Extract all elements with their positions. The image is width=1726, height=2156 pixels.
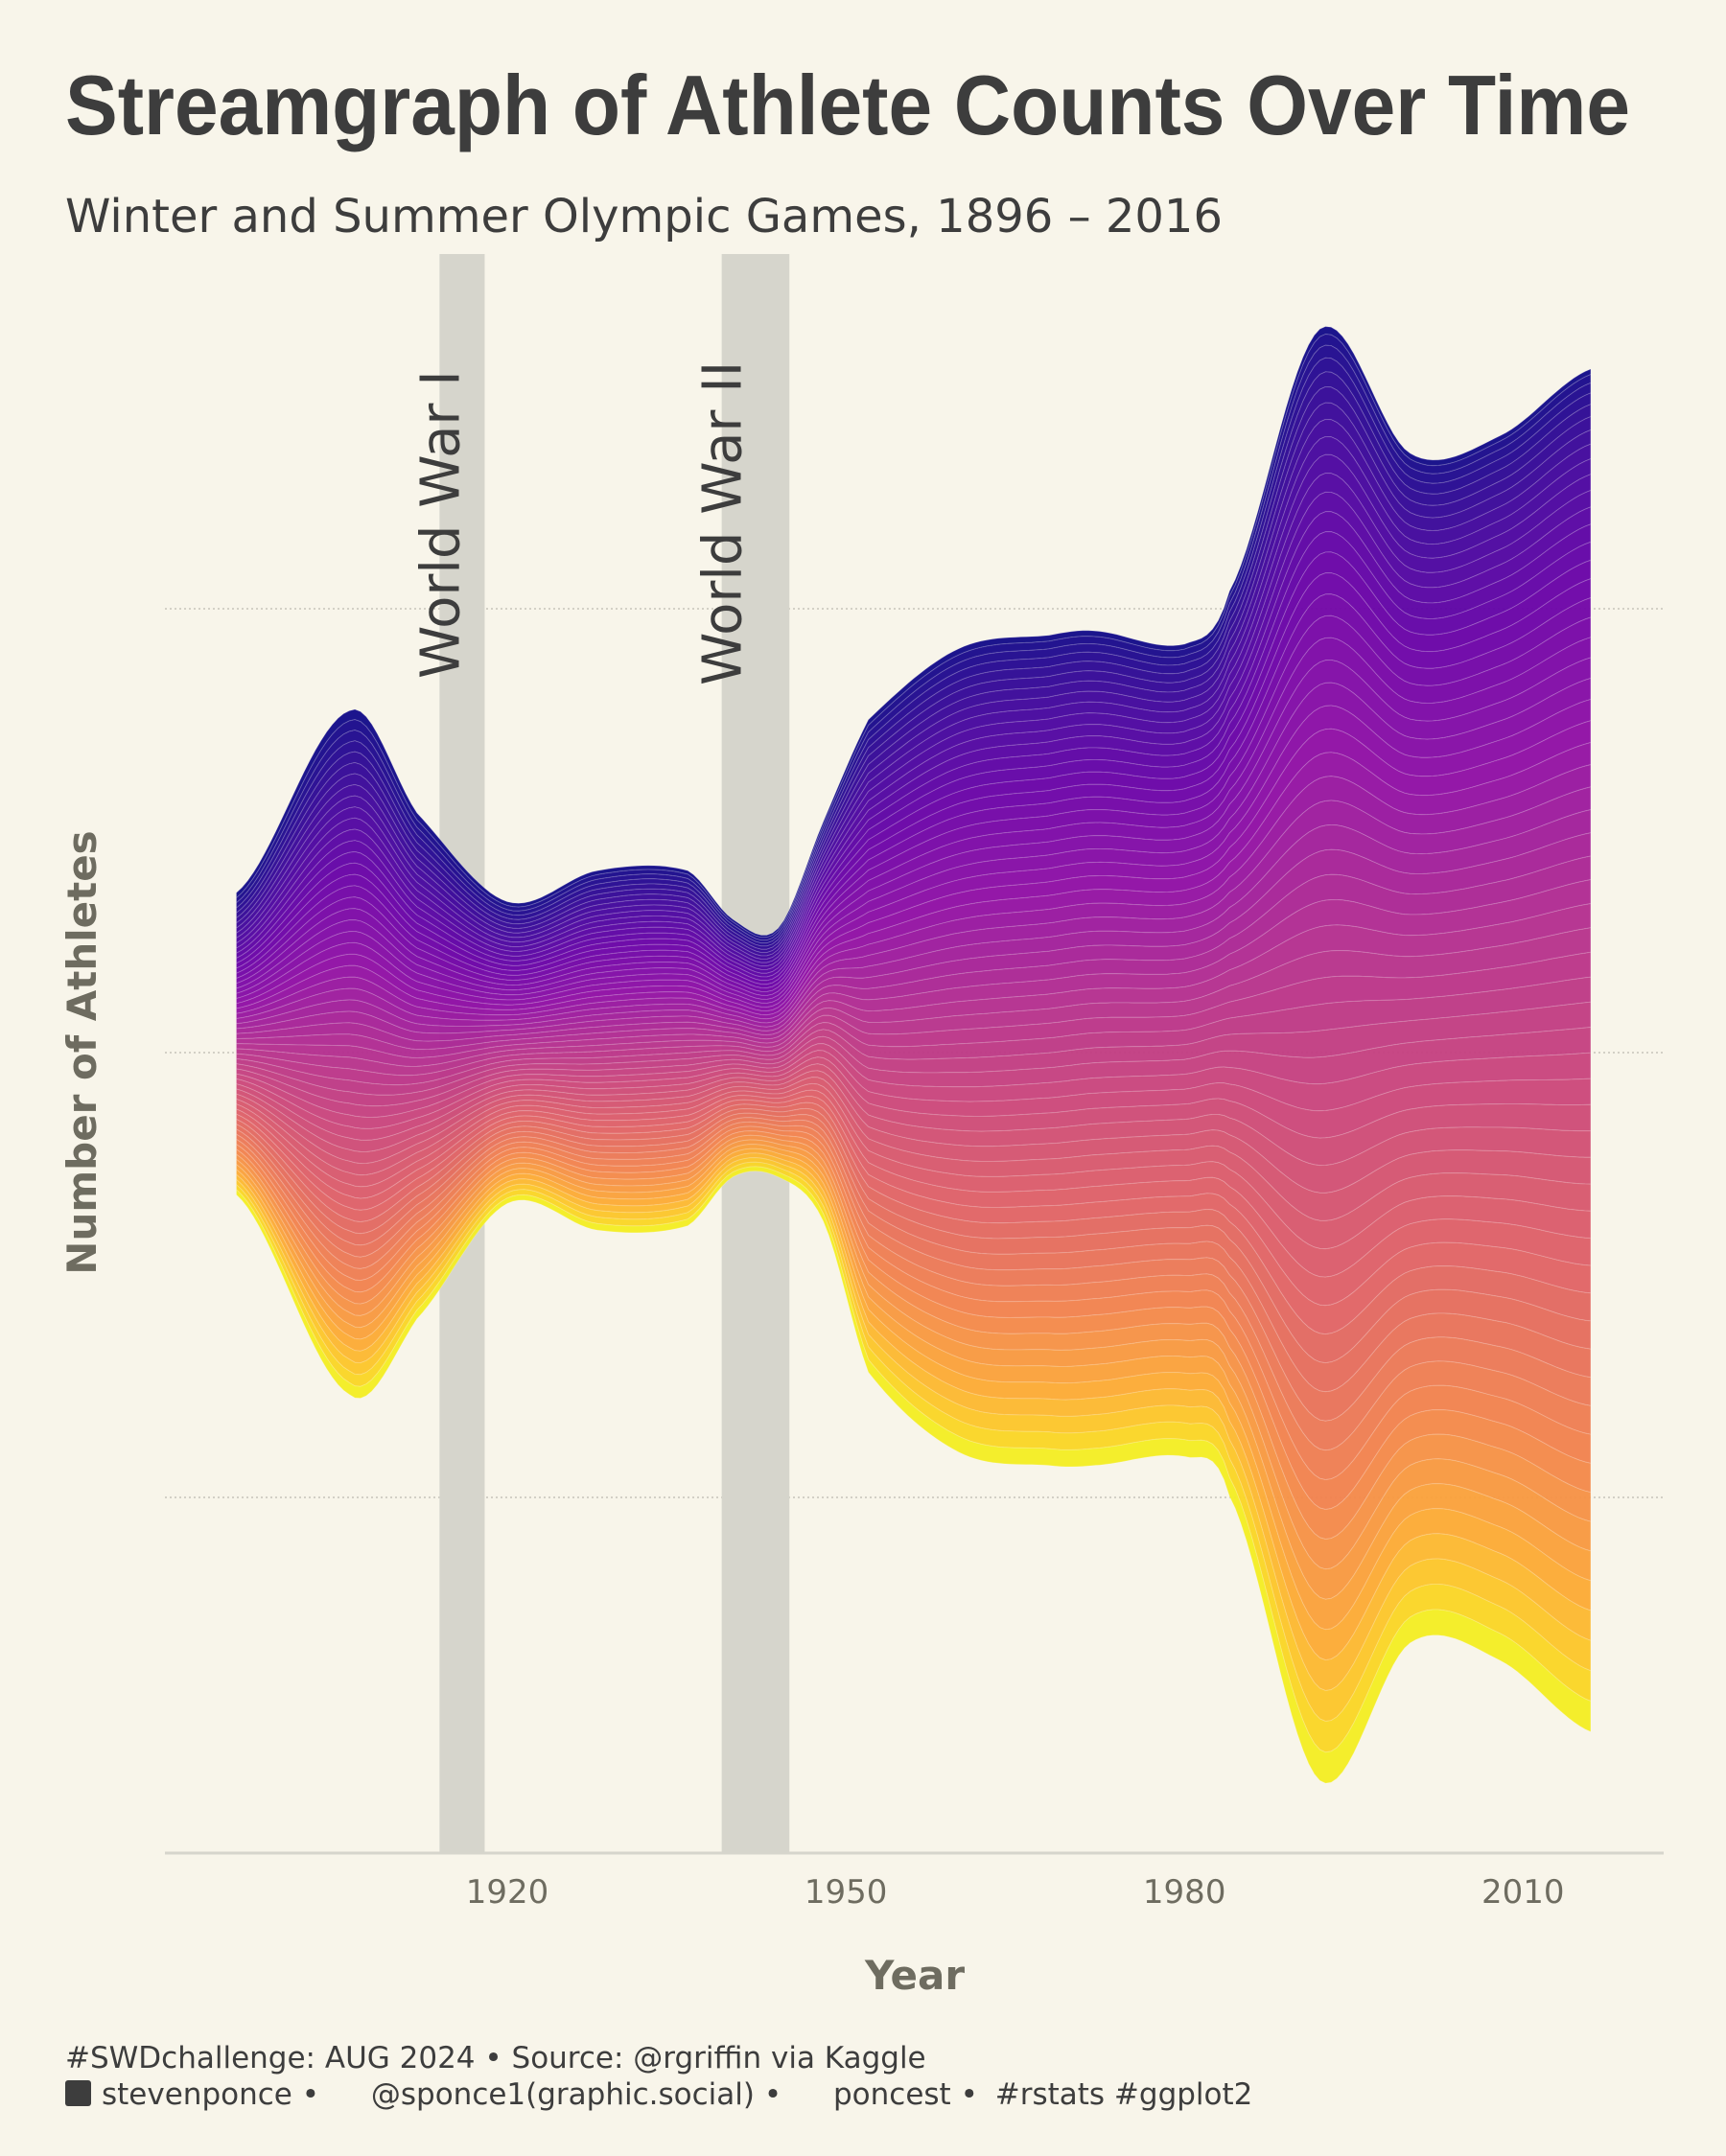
chart-subtitle: Winter and Summer Olympic Games, 1896 – … bbox=[65, 190, 1223, 243]
chart-title: Streamgraph of Athlete Counts Over Time bbox=[65, 58, 1630, 152]
hashtags: #rstats #ggplot2 bbox=[995, 2077, 1253, 2112]
x-tick-label: 1950 bbox=[805, 1873, 888, 1912]
war-band-label: World War II bbox=[692, 361, 755, 685]
github-handle: poncest bbox=[833, 2077, 951, 2112]
stream-layer bbox=[236, 1166, 1592, 1784]
caption-social: stevenponce • @sponce1(graphic.social) •… bbox=[65, 2077, 1252, 2112]
stream-layers bbox=[236, 326, 1592, 1784]
x-tick-label: 1920 bbox=[466, 1873, 549, 1912]
linkedin-handle: stevenponce bbox=[102, 2077, 292, 2112]
war-band-label: World War I bbox=[409, 370, 472, 679]
x-axis-label: Year bbox=[864, 1952, 965, 1999]
caption-source: #SWDchallenge: AUG 2024 • Source: @rgrif… bbox=[65, 2041, 926, 2075]
y-axis-label: Number of Athletes bbox=[58, 830, 105, 1274]
separator: • bbox=[764, 2077, 781, 2112]
separator: • bbox=[302, 2077, 319, 2112]
svg-text:stevenponce • @spo: stevenponce • @sponce1(graphic.social) •… bbox=[102, 2077, 1252, 2112]
linkedin-icon bbox=[65, 2080, 91, 2106]
x-tick-label: 1980 bbox=[1143, 1873, 1226, 1912]
separator: • bbox=[961, 2077, 978, 2112]
x-tick-label: 2010 bbox=[1481, 1873, 1565, 1912]
mastodon-handle: @sponce1(graphic.social) bbox=[371, 2077, 755, 2112]
